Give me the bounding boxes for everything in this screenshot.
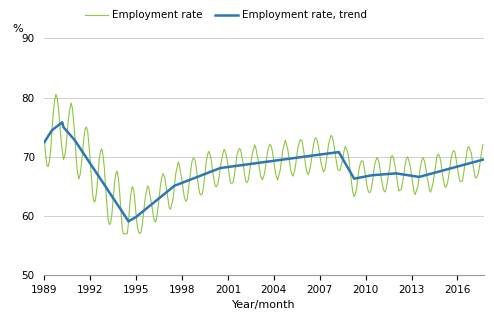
X-axis label: Year/month: Year/month [233,300,296,310]
Line: Employment rate, trend: Employment rate, trend [44,122,483,221]
Y-axis label: %: % [13,24,23,34]
Legend: Employment rate, Employment rate, trend: Employment rate, Employment rate, trend [85,11,367,20]
Line: Employment rate: Employment rate [44,94,483,234]
